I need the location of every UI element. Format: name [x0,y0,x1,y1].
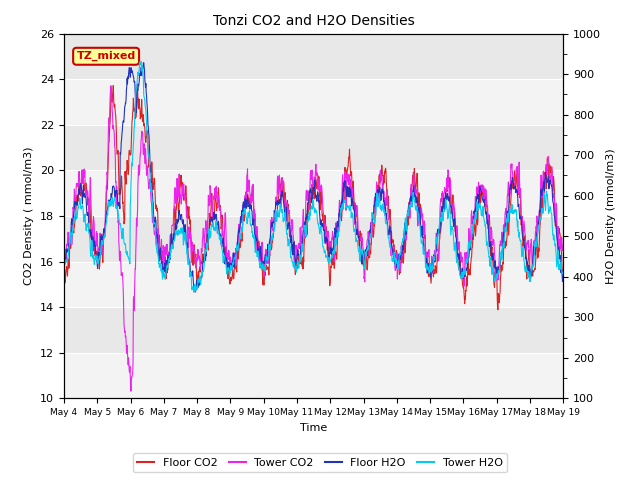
Title: Tonzi CO2 and H2O Densities: Tonzi CO2 and H2O Densities [212,14,415,28]
Tower H2O [457,274,465,280]
Floor H2O [228,264,236,270]
Tower CO2 [107,83,115,89]
Y-axis label: H2O Density (mmol/m3): H2O Density (mmol/m3) [607,148,616,284]
Y-axis label: CO2 Density ( mmol/m3): CO2 Density ( mmol/m3) [24,147,35,285]
Line: Tower CO2: Tower CO2 [64,86,563,391]
Line: Tower H2O: Tower H2O [64,61,563,292]
Tower CO2 [160,247,168,253]
Floor H2O [172,221,179,227]
Tower CO2 [392,267,399,273]
Tower H2O [228,267,236,273]
Tower CO2 [500,224,508,229]
X-axis label: Time: Time [300,423,327,432]
Floor H2O [140,60,148,65]
Tower CO2 [172,200,180,206]
Floor CO2 [227,278,235,284]
Tower H2O [500,236,508,241]
Floor CO2 [456,258,464,264]
Text: TZ_mixed: TZ_mixed [77,51,136,61]
Tower CO2 [127,388,135,394]
Tower CO2 [559,243,567,249]
Line: Floor H2O: Floor H2O [64,62,563,292]
Tower H2O [137,59,145,64]
Tower H2O [159,269,167,275]
Tower CO2 [457,250,465,255]
Floor CO2 [500,238,508,244]
Tower H2O [172,231,179,237]
Bar [64,79,563,125]
Floor H2O [392,260,399,266]
Tower H2O [559,272,567,278]
Floor H2O [159,270,167,276]
Bar [64,262,563,307]
Tower CO2 [228,262,236,267]
Floor CO2 [172,213,179,218]
Floor H2O [60,256,68,262]
Line: Floor CO2: Floor CO2 [64,84,563,310]
Tower H2O [392,263,399,268]
Tower H2O [60,261,68,266]
Floor H2O [457,272,465,277]
Floor CO2 [159,252,167,258]
Bar [64,170,563,216]
Floor CO2 [494,307,502,312]
Floor CO2 [60,257,68,263]
Floor CO2 [559,271,567,277]
Tower H2O [190,289,198,295]
Floor H2O [559,268,567,274]
Floor H2O [500,229,508,235]
Floor CO2 [133,81,141,87]
Legend: Floor CO2, Tower CO2, Floor H2O, Tower H2O: Floor CO2, Tower CO2, Floor H2O, Tower H… [133,453,507,472]
Floor H2O [191,289,199,295]
Tower CO2 [60,250,68,255]
Bar [64,353,563,398]
Floor CO2 [391,254,399,260]
